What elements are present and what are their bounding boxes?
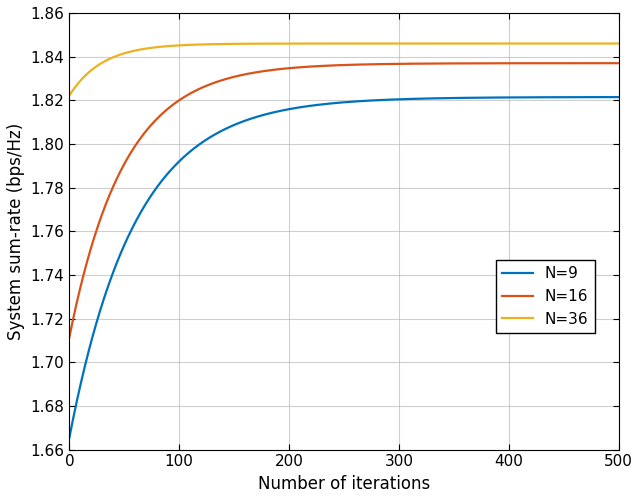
N=9 [545, 94, 552, 100]
N=36 [276, 40, 284, 46]
N=36 [300, 40, 308, 46]
N=16 [604, 60, 612, 66]
Legend: N=9, N=16, N=36: N=9, N=16, N=36 [496, 260, 595, 333]
N=36 [161, 44, 168, 50]
N=9 [65, 434, 73, 440]
N=16 [65, 334, 73, 340]
Line: N=36: N=36 [69, 44, 619, 96]
N=9 [300, 104, 308, 110]
Y-axis label: System sum-rate (bps/Hz): System sum-rate (bps/Hz) [7, 122, 25, 340]
N=9 [128, 226, 136, 232]
N=36 [545, 40, 552, 46]
Line: N=9: N=9 [69, 97, 619, 438]
N=16 [128, 148, 136, 154]
N=16 [161, 108, 168, 114]
N=16 [615, 60, 623, 66]
N=9 [615, 94, 623, 100]
N=16 [276, 66, 284, 72]
N=36 [65, 92, 73, 98]
N=9 [276, 108, 284, 114]
N=36 [615, 40, 623, 46]
N=16 [300, 64, 308, 70]
X-axis label: Number of iterations: Number of iterations [258, 475, 430, 493]
Line: N=16: N=16 [69, 63, 619, 337]
N=36 [604, 40, 612, 46]
N=9 [161, 174, 168, 180]
N=9 [604, 94, 612, 100]
N=16 [545, 60, 552, 66]
N=36 [128, 48, 136, 54]
